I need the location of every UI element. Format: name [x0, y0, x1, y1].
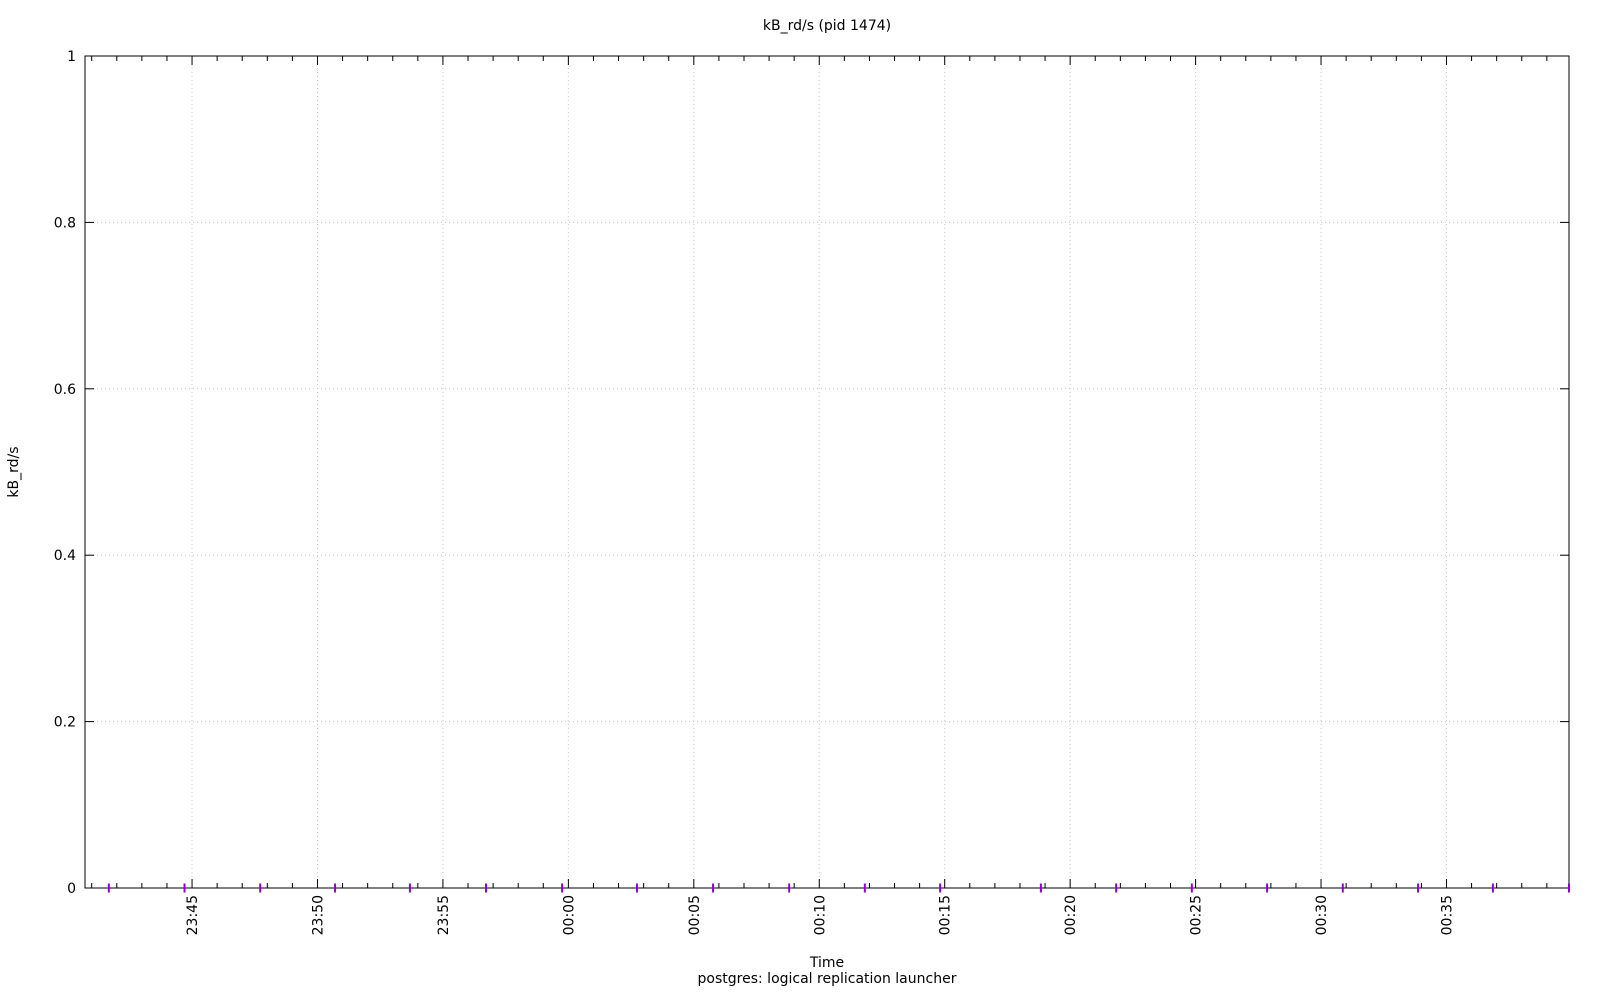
x-tick-label: 00:05 [687, 895, 703, 935]
plot-border [84, 55, 1570, 889]
x-tick-label: 00:15 [938, 895, 954, 935]
y-tick-label: 0.8 [54, 215, 76, 231]
y-tick-label: 0.2 [54, 715, 76, 731]
y-tick-label: 1 [67, 49, 76, 65]
x-tick-label: 00:10 [812, 895, 828, 935]
x-tick-label: 00:25 [1189, 895, 1205, 935]
y-tick-label: 0.6 [54, 382, 76, 398]
x-tick-label: 00:20 [1063, 895, 1079, 935]
x-axis-label: Time [809, 955, 845, 971]
x-tick-label: 00:00 [561, 895, 577, 935]
y-axis-label: kB_rd/s [6, 446, 22, 497]
y-tick-label: 0.4 [54, 548, 76, 564]
x-tick-label: 23:50 [310, 895, 326, 935]
y-tick-label: 0 [67, 881, 76, 897]
chart-caption: postgres: logical replication launcher [697, 971, 957, 987]
x-tick-label: 23:55 [436, 895, 452, 935]
x-tick-label: 23:45 [185, 895, 201, 935]
chart-title: kB_rd/s (pid 1474) [762, 18, 892, 34]
x-tick-label: 00:30 [1314, 895, 1330, 935]
x-tick-label: 00:35 [1439, 895, 1455, 935]
